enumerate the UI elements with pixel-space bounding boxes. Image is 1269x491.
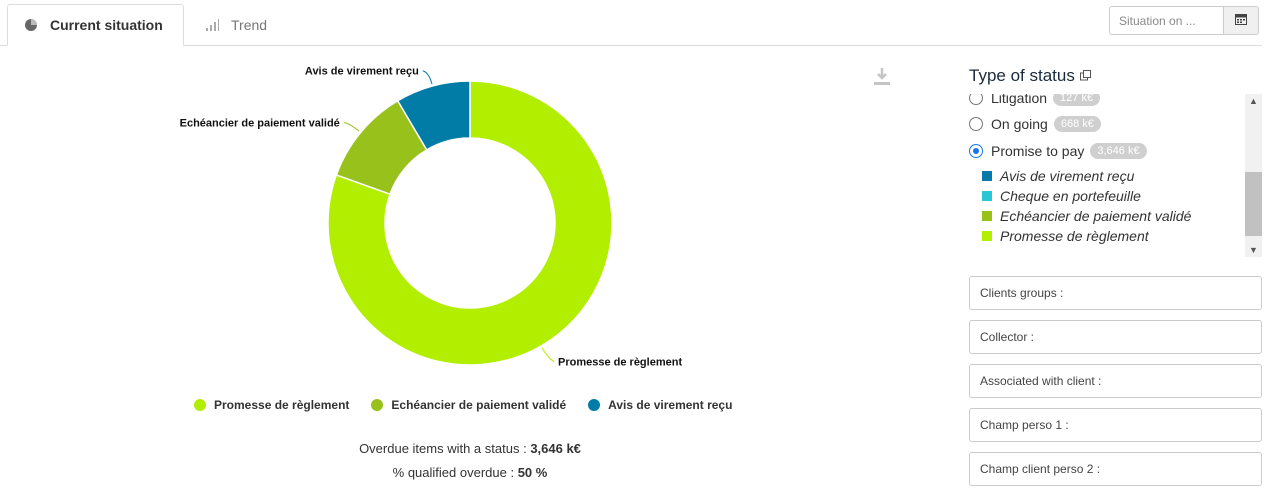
- pie-chart-icon: [24, 18, 40, 32]
- legend-dot: [371, 399, 384, 411]
- tab-bar: Current situation Trend: [0, 0, 1269, 46]
- tab-trend[interactable]: Trend: [205, 4, 295, 46]
- status-option-litigation[interactable]: Litigation 127 k€: [969, 94, 1101, 106]
- slice-label: Promesse de règlement: [558, 357, 682, 369]
- sub-status-avis[interactable]: Avis de virement reçu: [982, 168, 1134, 184]
- label-connector: [422, 70, 433, 85]
- status-scrollbar[interactable]: ▲ ▼: [1245, 94, 1262, 257]
- download-icon: [872, 68, 892, 92]
- tab-divider: [0, 45, 1262, 46]
- situation-on-input[interactable]: [1109, 6, 1224, 35]
- color-square: [982, 191, 992, 201]
- status-option-label: Litigation: [991, 94, 1048, 106]
- donut-slice[interactable]: [396, 80, 471, 151]
- radio-button[interactable]: [969, 94, 983, 105]
- legend-item-avis[interactable]: Avis de virement reçu: [588, 398, 732, 412]
- radio-button[interactable]: [969, 117, 983, 131]
- filter-clients-groups[interactable]: Clients groups :: [969, 276, 1262, 310]
- scroll-up-arrow-icon[interactable]: ▲: [1249, 96, 1258, 106]
- donut-chart: Promesse de règlement Echéancier de paiem…: [180, 66, 683, 369]
- tab-trend-label: Trend: [231, 17, 268, 33]
- chart-legend: Promesse de règlement Echéancier de paie…: [194, 398, 754, 412]
- filter-champ-perso-1[interactable]: Champ perso 1 :: [969, 408, 1262, 442]
- color-square: [982, 231, 992, 241]
- status-list: Litigation 127 k€ On going 668 k€ Promis…: [966, 94, 1262, 257]
- color-square: [982, 171, 992, 181]
- sub-status-label: Promesse de règlement: [1000, 228, 1149, 244]
- status-badge: 668 k€: [1053, 116, 1101, 132]
- legend-item-promesse[interactable]: Promesse de règlement: [194, 398, 349, 412]
- qualified-summary: % qualified overdue : 50 %: [300, 465, 640, 480]
- legend-label: Promesse de règlement: [214, 398, 350, 412]
- status-badge: 127 k€: [1053, 94, 1101, 106]
- external-link-icon[interactable]: [1079, 66, 1091, 86]
- status-option-label: On going: [991, 116, 1048, 132]
- sub-status-echeancier[interactable]: Echéancier de paiement validé: [982, 208, 1191, 224]
- radio-button-checked[interactable]: [969, 144, 983, 158]
- scroll-thumb[interactable]: [1245, 172, 1262, 236]
- status-option-label: Promise to pay: [991, 143, 1085, 159]
- download-button[interactable]: [872, 66, 892, 88]
- qualified-value: 50 %: [517, 465, 548, 480]
- slice-label: Avis de virement reçu: [305, 66, 419, 78]
- qualified-label: % qualified overdue :: [392, 465, 515, 480]
- legend-label: Echéancier de paiement validé: [391, 398, 567, 412]
- status-badge: 3,646 k€: [1090, 143, 1147, 159]
- sub-status-promesse[interactable]: Promesse de règlement: [982, 228, 1149, 244]
- filter-collector[interactable]: Collector :: [969, 320, 1262, 354]
- legend-item-echeancier[interactable]: Echéancier de paiement validé: [371, 398, 566, 412]
- filter-associated-with-client[interactable]: Associated with client :: [969, 364, 1262, 398]
- sub-status-cheque[interactable]: Cheque en portefeuille: [982, 188, 1141, 204]
- calendar-icon: [1235, 12, 1247, 30]
- color-square: [982, 211, 992, 221]
- bar-chart-icon: [205, 18, 221, 32]
- slice-label: Echéancier de paiement validé: [180, 117, 340, 129]
- label-connector: [343, 121, 360, 132]
- tab-current-situation-label: Current situation: [50, 17, 163, 33]
- filter-champ-client-perso-2[interactable]: Champ client perso 2 :: [969, 452, 1262, 486]
- overdue-summary: Overdue items with a status : 3,646 k€: [300, 441, 640, 456]
- legend-dot: [588, 399, 601, 411]
- status-option-on-going[interactable]: On going 668 k€: [969, 116, 1101, 132]
- legend-label: Avis de virement reçu: [608, 398, 733, 412]
- legend-dot: [194, 399, 206, 411]
- donut-slice[interactable]: [327, 80, 613, 366]
- tab-current-situation[interactable]: Current situation: [7, 4, 184, 46]
- type-of-status-label: Type of status: [969, 66, 1075, 85]
- sub-status-label: Avis de virement reçu: [1000, 168, 1135, 184]
- situation-date-picker: [1109, 6, 1259, 35]
- overdue-value: 3,646 k€: [530, 441, 581, 456]
- status-option-promise-to-pay[interactable]: Promise to pay 3,646 k€: [969, 143, 1147, 159]
- scroll-down-arrow-icon[interactable]: ▼: [1249, 245, 1258, 255]
- overdue-label: Overdue items with a status :: [359, 441, 527, 456]
- label-connector: [541, 347, 555, 363]
- sub-status-label: Echéancier de paiement validé: [1000, 208, 1192, 224]
- calendar-button[interactable]: [1224, 6, 1259, 35]
- type-of-status-title: Type of status: [969, 66, 1091, 86]
- sub-status-label: Cheque en portefeuille: [1000, 188, 1141, 204]
